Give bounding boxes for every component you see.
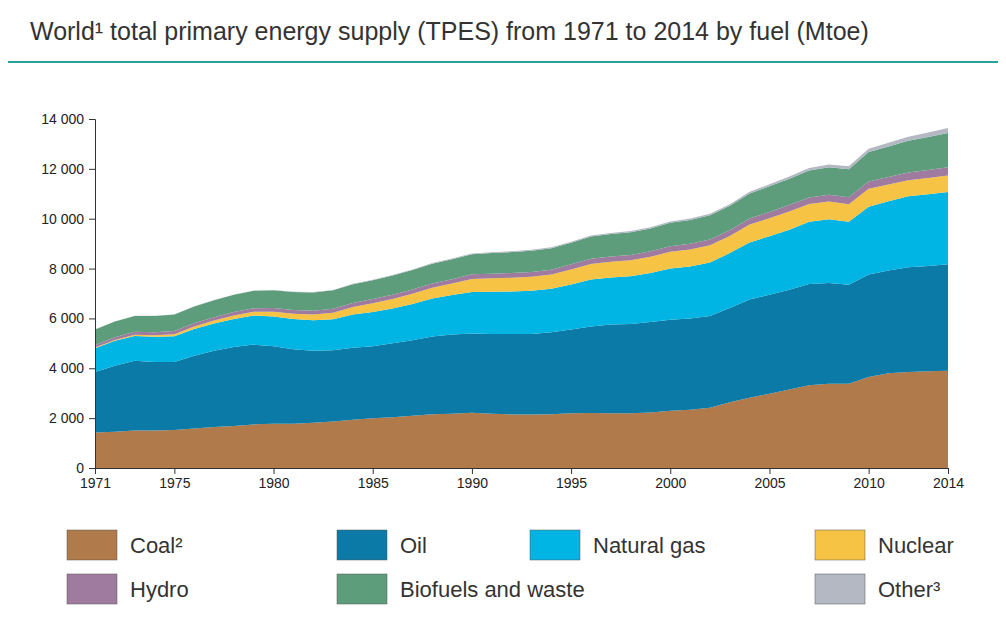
legend: Coal² Oil Natural gas Nuclear Hydro Biofuels …	[67, 530, 954, 604]
tick: 1995	[556, 468, 587, 491]
tick: 1985	[358, 468, 389, 491]
tick: 14 000	[41, 111, 95, 127]
tick-label: 2014	[933, 475, 964, 491]
legend-item: Oil	[337, 530, 427, 560]
tick: 2010	[854, 468, 885, 491]
tick: 1980	[258, 468, 289, 491]
x-axis: 1971 1975 1980 1985 1990 1995 2000 2005 2010 2014	[80, 468, 964, 491]
axis-line	[89, 120, 96, 469]
legend-label: Nuclear	[878, 533, 954, 558]
legend-item: Hydro	[67, 574, 189, 604]
tick: 2005	[754, 468, 785, 491]
legend-swatch	[337, 574, 387, 604]
tick-label: 14 000	[41, 111, 84, 127]
area	[95, 128, 948, 330]
tick-label: 1985	[358, 475, 389, 491]
areas	[95, 128, 948, 468]
tick: 4 000	[49, 360, 95, 376]
tick-label: 2000	[655, 475, 686, 491]
tick-label: 1990	[457, 475, 488, 491]
plot: 1971 1975 1980 1985 1990 1995 2000 2005 2010 2014…	[41, 111, 964, 491]
tick: 10 000	[41, 211, 95, 227]
tick-mark	[89, 169, 95, 170]
tick-mark	[373, 468, 374, 474]
tick-mark	[869, 468, 870, 474]
tick-label: 8 000	[49, 261, 84, 277]
legend-label: Coal²	[130, 533, 183, 558]
legend-swatch	[530, 530, 580, 560]
tick: 6 000	[49, 310, 95, 326]
tick-label: 4 000	[49, 360, 84, 376]
axis-line	[96, 469, 949, 475]
legend-label: Natural gas	[593, 533, 706, 558]
tick: 1990	[457, 468, 488, 491]
tick-mark	[948, 468, 949, 474]
tick: 1975	[159, 468, 190, 491]
tick-label: 1995	[556, 475, 587, 491]
legend-swatch	[815, 574, 865, 604]
tick: 2000	[655, 468, 686, 491]
chart-container: World¹ total primary energy supply (TPES…	[0, 0, 1006, 632]
tick-mark	[89, 418, 95, 419]
tick-mark	[89, 368, 95, 369]
tick-label: 0	[76, 460, 84, 476]
chart-svg: World¹ total primary energy supply (TPES…	[0, 0, 1006, 632]
tick-label: 1980	[258, 475, 289, 491]
legend-item: Coal²	[67, 530, 183, 560]
tick-label: 1975	[159, 475, 190, 491]
tick-mark	[89, 269, 95, 270]
legend-item: Natural gas	[530, 530, 706, 560]
chart-title: World¹ total primary energy supply (TPES…	[30, 17, 869, 45]
tick-label: 1971	[80, 475, 111, 491]
legend-item: Nuclear	[815, 530, 954, 560]
tick-label: 2 000	[49, 410, 84, 426]
legend-label: Biofuels and waste	[400, 577, 585, 602]
tick: 12 000	[41, 161, 95, 177]
tick-mark	[174, 468, 175, 474]
legend-label: Other³	[878, 577, 940, 602]
y-axis: 0 2 000 4 000 6 000 8 000 10 000 12 000 14 000	[41, 111, 95, 476]
tick-mark	[571, 468, 572, 474]
tick-label: 2010	[854, 475, 885, 491]
tick-mark	[670, 468, 671, 474]
legend-label: Oil	[400, 533, 427, 558]
tick-mark	[89, 318, 95, 319]
tick: 2 000	[49, 410, 95, 426]
tick-label: 6 000	[49, 310, 84, 326]
legend-item: Biofuels and waste	[337, 574, 585, 604]
legend-swatch	[337, 530, 387, 560]
tick-mark	[274, 468, 275, 474]
title-rule	[8, 61, 998, 63]
legend-swatch	[67, 574, 117, 604]
tick: 2014	[933, 468, 964, 491]
legend-swatch	[815, 530, 865, 560]
tick-label: 2005	[754, 475, 785, 491]
area	[95, 133, 948, 345]
tick: 0	[76, 460, 95, 476]
legend-swatch	[67, 530, 117, 560]
tick: 1971	[80, 468, 111, 491]
tick-mark	[89, 119, 95, 120]
tick-mark	[769, 468, 770, 474]
tick-label: 10 000	[41, 211, 84, 227]
legend-item: Other³	[815, 574, 940, 604]
tick-mark	[89, 219, 95, 220]
tick-mark	[472, 468, 473, 474]
tick: 8 000	[49, 261, 95, 277]
legend-label: Hydro	[130, 577, 189, 602]
tick-mark	[89, 468, 95, 469]
tick-label: 12 000	[41, 161, 84, 177]
